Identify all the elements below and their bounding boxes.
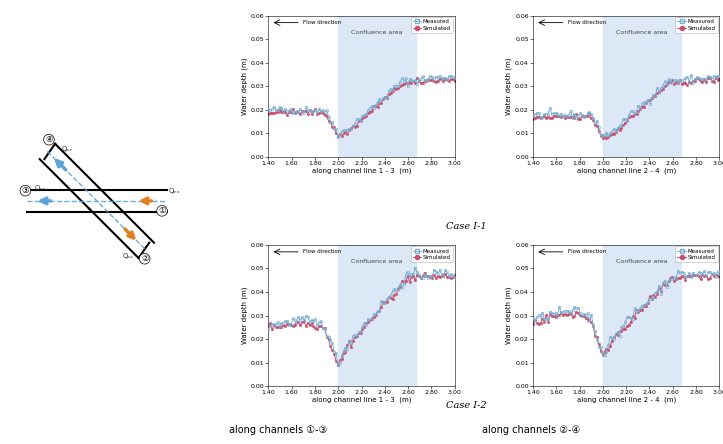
Y-axis label: Water depth (m): Water depth (m) — [506, 287, 513, 344]
Text: Confluence area: Confluence area — [351, 259, 403, 264]
Text: ①: ① — [158, 206, 166, 215]
Text: ②: ② — [141, 254, 148, 263]
Y-axis label: Water depth (m): Water depth (m) — [506, 58, 513, 115]
Legend: Measured, Simulated: Measured, Simulated — [675, 17, 718, 33]
Text: Qₛₓ: Qₛₓ — [123, 253, 134, 259]
Text: Case I-2: Case I-2 — [446, 401, 487, 411]
Text: Flow direction: Flow direction — [303, 250, 341, 254]
Text: Qₑₓ: Qₑₓ — [168, 188, 179, 194]
Legend: Measured, Simulated: Measured, Simulated — [411, 17, 453, 33]
Text: Flow direction: Flow direction — [303, 20, 341, 25]
Text: Case I-1: Case I-1 — [446, 222, 487, 231]
Bar — [338, 245, 416, 386]
Text: Confluence area: Confluence area — [616, 259, 667, 264]
Text: along channels ②-④: along channels ②-④ — [482, 425, 581, 435]
Bar — [603, 245, 681, 386]
Text: ③: ③ — [22, 186, 29, 195]
X-axis label: along channel line 2 - 4  (m): along channel line 2 - 4 (m) — [576, 397, 676, 403]
Text: Confluence area: Confluence area — [351, 30, 403, 35]
Text: Qₛₓ: Qₛₓ — [61, 147, 72, 152]
Legend: Measured, Simulated: Measured, Simulated — [675, 246, 718, 262]
Text: Flow direction: Flow direction — [568, 20, 606, 25]
Text: Flow direction: Flow direction — [568, 250, 606, 254]
Text: ④: ④ — [46, 135, 53, 144]
Text: Confluence area: Confluence area — [616, 30, 667, 35]
Text: along channels ①-③: along channels ①-③ — [229, 425, 328, 435]
Y-axis label: Water depth (m): Water depth (m) — [241, 287, 247, 344]
Bar — [603, 16, 681, 157]
X-axis label: along channel line 1 - 3  (m): along channel line 1 - 3 (m) — [312, 167, 411, 174]
Bar — [338, 16, 416, 157]
Legend: Measured, Simulated: Measured, Simulated — [411, 246, 453, 262]
Y-axis label: Water depth (m): Water depth (m) — [241, 58, 247, 115]
X-axis label: along channel line 2 - 4  (m): along channel line 2 - 4 (m) — [576, 167, 676, 174]
Text: Qₛₓ: Qₛₓ — [35, 185, 46, 191]
X-axis label: along channel line 1 - 3  (m): along channel line 1 - 3 (m) — [312, 397, 411, 403]
